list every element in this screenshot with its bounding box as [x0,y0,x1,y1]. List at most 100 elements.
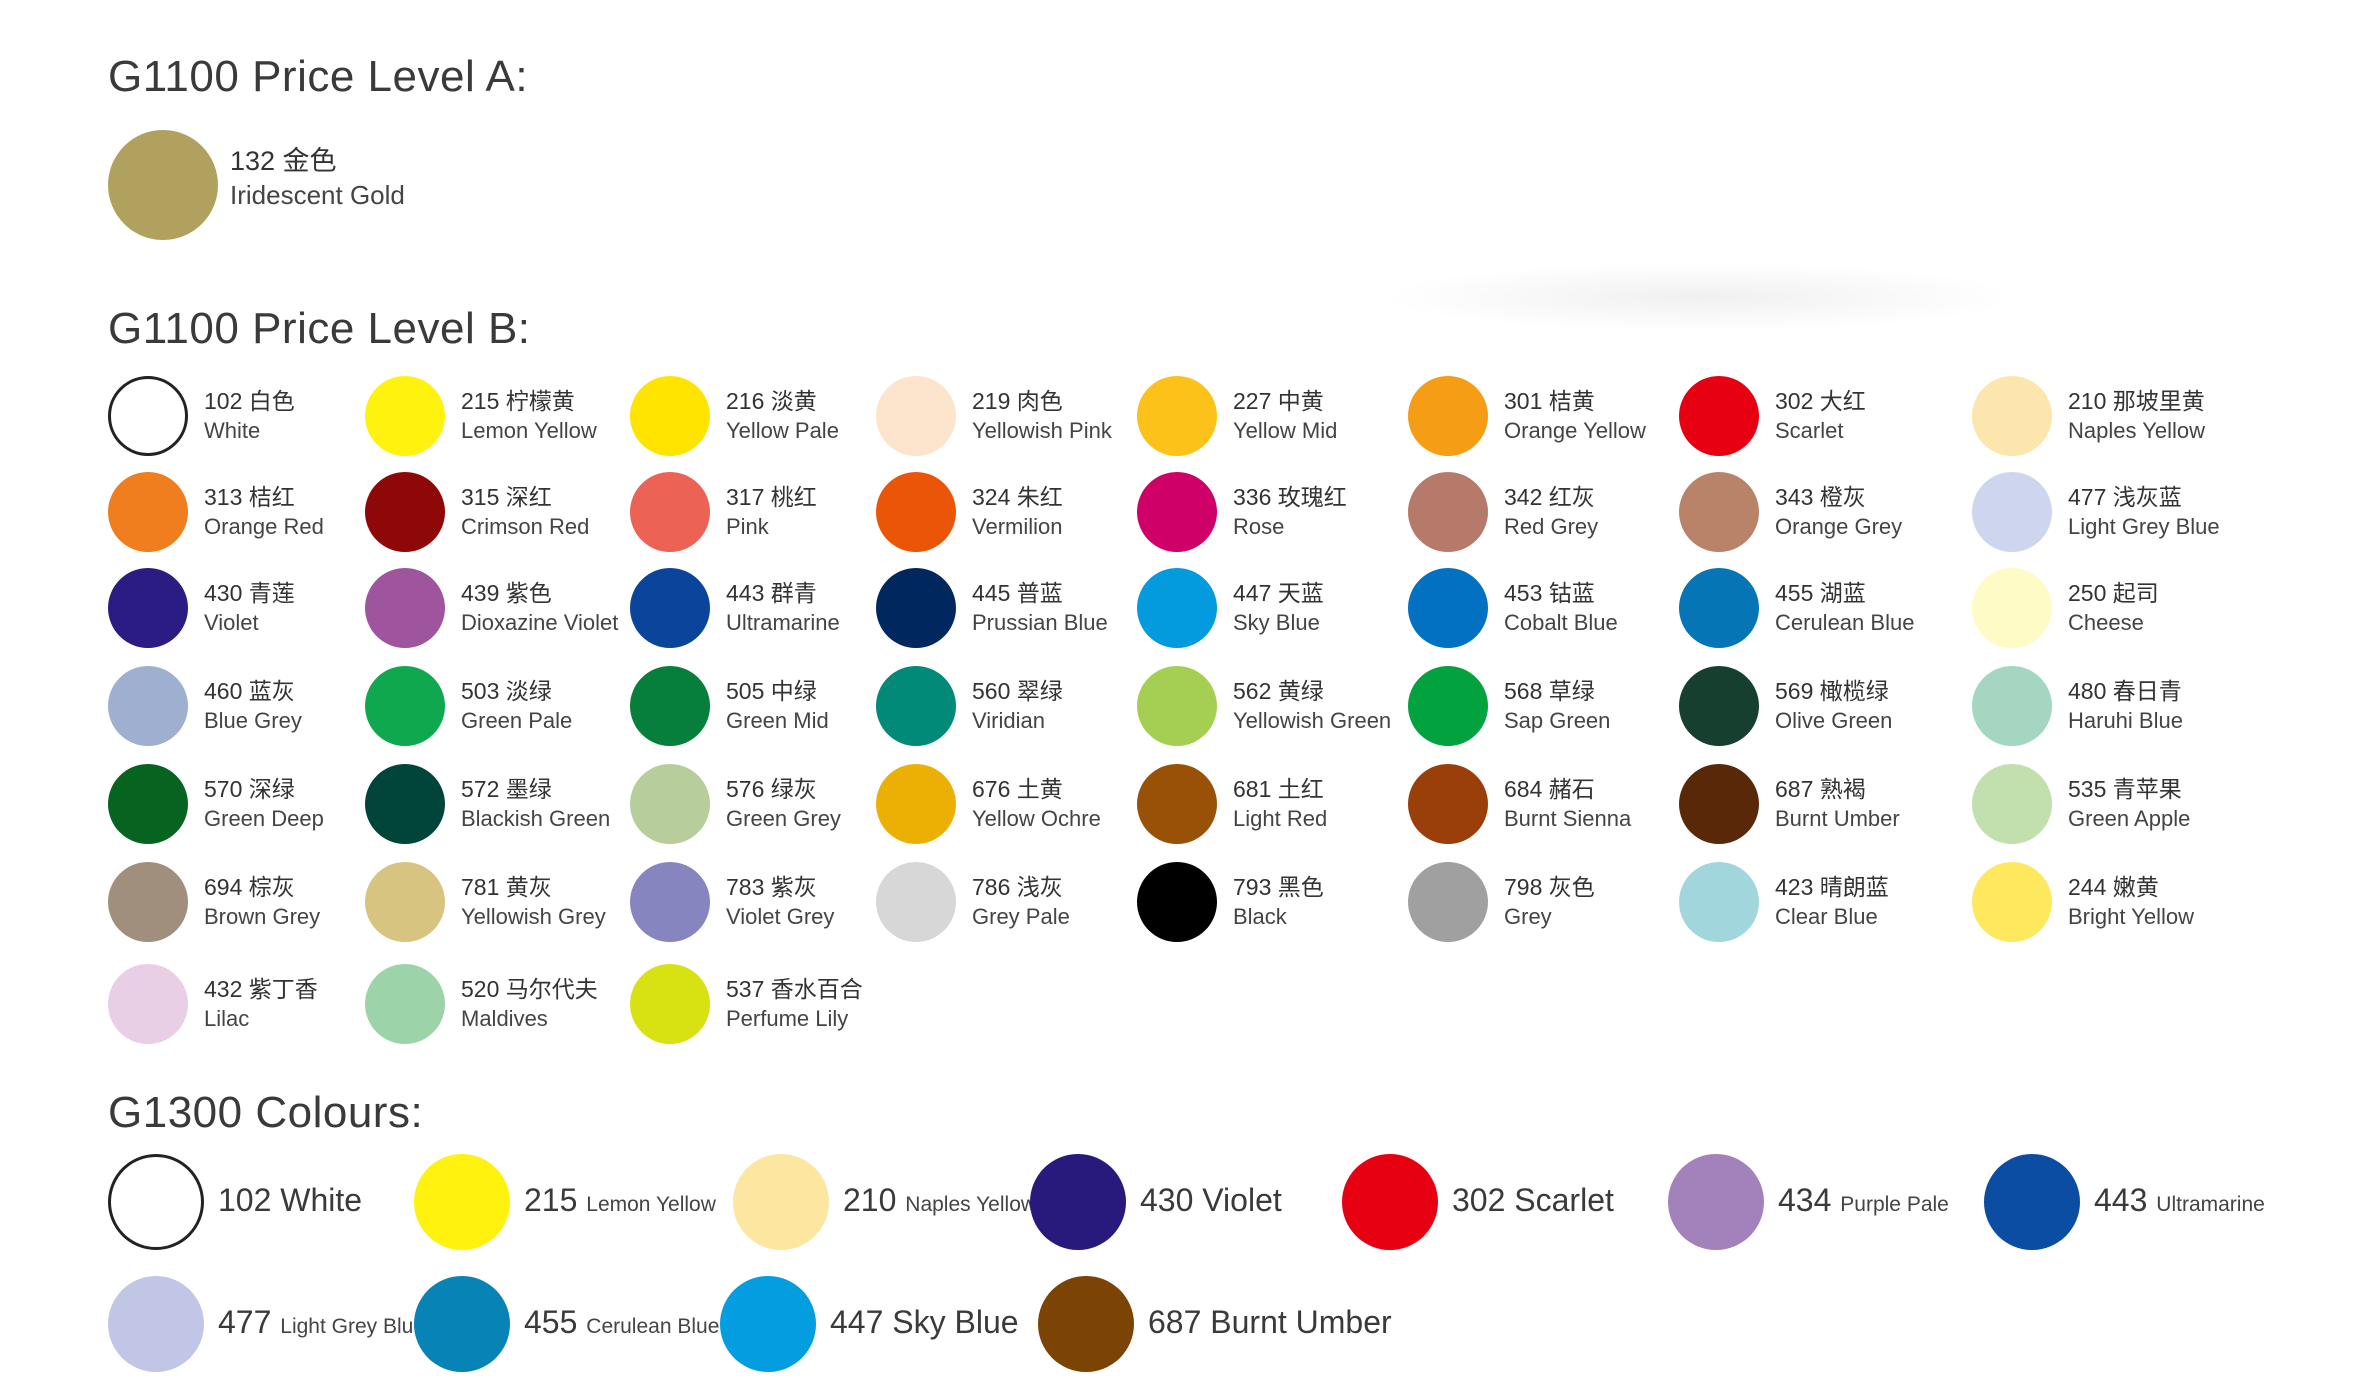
swatch-code: 453 钴蓝 [1504,580,1595,606]
swatch-name: Burnt Sienna [1504,806,1632,831]
swatch-code: 313 桔红 [204,484,295,510]
color-swatch [1030,1154,1126,1250]
swatch-name: Prussian Blue [972,610,1108,635]
swatch-name: Sap Green [1504,708,1611,733]
swatch-name: Naples Yellow [2068,418,2205,443]
swatch-code: 443 [2094,1182,2148,1218]
swatch-code: 520 马尔代夫 [461,976,598,1002]
swatch-name: Sky Blue [1233,610,1320,635]
color-swatch [108,376,188,456]
swatch-item: 520 马尔代夫 Maldives [365,964,625,1044]
swatch-code: 210 那坡里黄 [2068,388,2205,414]
swatch-code: 302 大红 [1775,388,1866,414]
color-swatch [876,472,956,552]
swatch-code: 430 [1140,1182,1194,1218]
swatch-code: 460 蓝灰 [204,678,295,704]
swatch-item: 798 灰色 Grey [1408,862,1668,942]
swatch-name: Naples Yellow [905,1193,1037,1216]
swatch-item: 432 紫丁香 Lilac [108,964,368,1044]
swatch-code: 250 起司 [2068,580,2159,606]
swatch-code: 480 春日青 [2068,678,2182,704]
swatch-name: Violet [204,610,259,635]
swatch-item: 447 天蓝 Sky Blue [1137,568,1397,648]
swatch-item-g1300: 455 Cerulean Blue [414,1276,719,1374]
color-swatch [1679,764,1759,844]
swatch-code: 570 深绿 [204,776,295,802]
color-swatch [365,862,445,942]
swatch-item: 569 橄榄绿 Olive Green [1679,666,1939,746]
swatch-name: Red Grey [1504,514,1599,539]
swatch-code: 676 土黄 [972,776,1063,802]
swatch-code: 132 金色 [230,146,337,176]
swatch-item: 568 草绿 Sap Green [1408,666,1668,746]
swatch-item-g1300: 302 Scarlet [1342,1154,1642,1252]
swatch-code: 798 灰色 [1504,874,1595,900]
color-swatch [108,764,188,844]
swatch-item: 786 浅灰 Grey Pale [876,862,1136,942]
swatch-name: White [280,1182,363,1218]
swatch-item: 210 那坡里黄 Naples Yellow [1972,376,2232,456]
color-swatch [108,1154,204,1250]
color-swatch [365,964,445,1044]
swatch-name: White [204,418,261,443]
swatch-name: Ultramarine [726,610,840,635]
swatch-name: Scarlet [1775,418,1844,443]
swatch-item-iridescent-gold: 132 金色 Iridescent Gold [108,130,448,244]
color-swatch [365,568,445,648]
swatch-code: 684 赭石 [1504,776,1595,802]
swatch-code: 447 天蓝 [1233,580,1324,606]
swatch-item-g1300: 443 Ultramarine [1984,1154,2284,1252]
swatch-item: 301 桔黄 Orange Yellow [1408,376,1668,456]
swatch-name: Cerulean Blue [1775,610,1915,635]
swatch-item: 313 桔红 Orange Red [108,472,368,552]
swatch-name: Yellowish Pink [972,418,1112,443]
swatch-code: 477 浅灰蓝 [2068,484,2182,510]
swatch-code: 781 黄灰 [461,874,552,900]
swatch-code: 317 桃红 [726,484,817,510]
swatch-item: 219 肉色 Yellowish Pink [876,376,1136,456]
color-swatch [1137,472,1217,552]
color-swatch [1408,862,1488,942]
swatch-name: Yellowish Grey [461,904,606,929]
swatch-code: 537 香水百合 [726,976,863,1002]
swatch-item: 560 翠绿 Viridian [876,666,1136,746]
color-swatch [108,666,188,746]
swatch-name: Perfume Lily [726,1006,849,1031]
swatch-item: 430 青莲 Violet [108,568,368,648]
color-swatch [1408,666,1488,746]
swatch-item-g1300: 210 Naples Yellow [733,1154,1037,1252]
color-swatch [1137,862,1217,942]
swatch-item-g1300: 215 Lemon Yellow [414,1154,716,1252]
color-swatch [1408,472,1488,552]
swatch-name: Ultramarine [2156,1193,2265,1216]
swatch-code: 783 紫灰 [726,874,817,900]
swatch-name: Pink [726,514,769,539]
swatch-item: 676 土黄 Yellow Ochre [876,764,1136,844]
swatch-name: Green Deep [204,806,324,831]
swatch-name: Burnt Umber [1210,1304,1392,1340]
swatch-name: Lemon Yellow [586,1193,716,1216]
swatch-name: Yellow Pale [726,418,839,443]
color-swatch [108,472,188,552]
swatch-item: 215 柠檬黄 Lemon Yellow [365,376,625,456]
section-title-g1300: G1300 Colours: [108,1088,424,1137]
color-swatch [876,862,956,942]
swatch-name: Orange Yellow [1504,418,1646,443]
swatch-code: 572 墨绿 [461,776,552,802]
color-swatch [876,568,956,648]
color-swatch [108,130,218,240]
swatch-code: 244 嫩黄 [2068,874,2159,900]
swatch-item: 336 玫瑰红 Rose [1137,472,1397,552]
swatch-code: 227 中黄 [1233,388,1324,414]
color-swatch [414,1154,510,1250]
swatch-item: 477 浅灰蓝 Light Grey Blue [1972,472,2232,552]
swatch-name: Vermilion [972,514,1063,539]
swatch-name: Haruhi Blue [2068,708,2183,733]
color-swatch [630,764,710,844]
swatch-item: 102 白色 White [108,376,368,456]
color-swatch [1972,666,2052,746]
swatch-item: 793 黑色 Black [1137,862,1397,942]
color-swatch [1038,1276,1134,1372]
swatch-name: Burnt Umber [1775,806,1900,831]
color-swatch [733,1154,829,1250]
